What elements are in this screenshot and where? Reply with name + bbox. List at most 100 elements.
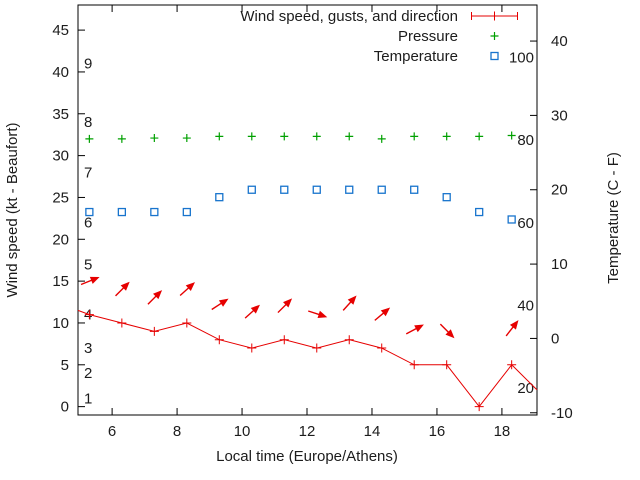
legend: Wind speed, gusts, and direction Pressur…	[240, 8, 518, 65]
fahrenheit-scale-label: 60	[517, 215, 534, 232]
wind-direction-arrow	[115, 281, 130, 297]
y-left-tick-label: 40	[52, 64, 69, 81]
wind-point-marker	[474, 402, 484, 412]
y-left-tick-label: 5	[61, 357, 69, 374]
wind-direction-arrow	[308, 310, 328, 319]
beaufort-scale-label: 9	[84, 56, 92, 73]
fahrenheit-scale-label: 100	[509, 50, 534, 67]
arrow-head	[317, 310, 328, 319]
arrow-shaft	[244, 309, 255, 319]
x-tick-label: 12	[299, 423, 316, 440]
wind-direction-arrow	[405, 324, 424, 335]
pressure-point-marker	[247, 132, 256, 141]
pressure-point-marker	[117, 134, 126, 143]
wind-point-marker	[214, 335, 224, 345]
legend-temperature-sample-marker	[490, 51, 499, 61]
beaufort-scale-label: 8	[84, 114, 92, 131]
legend-pressure-plus	[490, 32, 499, 40]
wind-point-marker	[442, 360, 452, 370]
y-left-tick-label: 15	[52, 273, 69, 290]
wind-direction-arrow	[505, 320, 519, 337]
wind-point-marker	[377, 343, 387, 353]
y-left-tick-label: 35	[52, 106, 69, 123]
arrow-shaft	[505, 326, 515, 337]
y-right-tick-label: 10	[551, 256, 568, 273]
temperature-point-marker	[312, 185, 321, 194]
y-right-tick-label: 30	[551, 107, 568, 124]
arrow-head	[380, 307, 391, 317]
y-left-tick-label: 30	[52, 148, 69, 165]
temperature-point-marker	[85, 207, 94, 217]
legend-wind-plus	[490, 11, 499, 21]
pressure-point-marker	[150, 134, 159, 143]
legend-pressure-sample-marker	[490, 32, 499, 40]
pressure-point-marker	[410, 132, 419, 141]
beaufort-scale-label: 7	[84, 164, 92, 181]
axes-and-ticks	[77, 4, 538, 416]
arrow-shaft	[374, 312, 385, 321]
temperature-point-marker	[410, 185, 419, 194]
x-tick-label: 14	[364, 423, 381, 440]
arrow-shaft	[342, 301, 352, 311]
arrow-shaft	[179, 286, 190, 297]
beaufort-scale-label: 3	[84, 340, 92, 357]
arrow-head	[347, 295, 357, 305]
arrow-shaft	[277, 303, 287, 314]
wind-point-marker	[117, 318, 127, 328]
arrow-head	[185, 282, 195, 291]
y-left-tick-label: 20	[52, 231, 69, 248]
wind-point-marker	[409, 360, 419, 370]
legend-label-wind: Wind speed, gusts, and direction	[240, 8, 458, 25]
arrow-head	[445, 329, 455, 339]
arrow-shaft	[80, 279, 93, 286]
wind-direction-arrow	[80, 276, 100, 286]
arrow-head	[509, 320, 519, 330]
pressure-point-marker	[442, 132, 451, 141]
temperature-point-marker	[215, 193, 224, 202]
pressure-point-marker	[182, 134, 191, 143]
arrow-head	[250, 304, 260, 314]
wind-point-marker	[182, 318, 192, 328]
y-right-tick-label: 0	[551, 330, 559, 347]
x-tick-label: 16	[429, 423, 446, 440]
arrow-shaft	[211, 302, 223, 311]
arrow-head	[218, 298, 229, 307]
pressure-point-marker	[215, 132, 224, 141]
wind-direction-arrow	[342, 295, 357, 311]
wind-direction-arrow	[244, 304, 260, 319]
pressure-point-marker	[345, 132, 354, 141]
plot-border	[77, 4, 538, 416]
temperature-point-marker	[182, 207, 191, 217]
x-tick-label: 10	[234, 423, 251, 440]
arrow-head	[120, 281, 130, 291]
arrow-head	[414, 324, 424, 333]
wind-point-marker	[344, 335, 354, 345]
wind-direction-arrow	[211, 298, 229, 311]
arrow-head	[89, 276, 100, 284]
arrow-shaft	[115, 286, 125, 297]
arrow-shaft	[439, 323, 450, 334]
beaufort-scale-label: 2	[84, 365, 92, 382]
wind-point-marker	[247, 343, 257, 353]
y-right-axis-title: Temperature (C - F)	[605, 152, 622, 284]
data-series	[77, 131, 538, 412]
temperature-point-marker	[377, 185, 386, 194]
y-right-tick-label: 20	[551, 182, 568, 199]
wind-direction-arrow	[374, 307, 391, 321]
pressure-point-marker	[475, 132, 484, 141]
wind-direction-arrow	[439, 323, 455, 339]
temperature-point-marker	[345, 185, 354, 194]
pressure-point-marker	[312, 132, 321, 141]
pressure-point-marker	[377, 134, 386, 143]
arrow-head	[153, 290, 163, 300]
fahrenheit-scale-label: 80	[517, 132, 534, 149]
beaufort-scale-label: 5	[84, 256, 92, 273]
temperature-point-marker	[150, 207, 159, 217]
wind-point-marker	[312, 343, 322, 353]
temperature-point-marker	[117, 207, 127, 217]
temperature-point-marker	[247, 185, 256, 194]
legend-label-temperature: Temperature	[374, 48, 458, 65]
y-left-axis-title: Wind speed (kt - Beaufort)	[4, 122, 21, 297]
